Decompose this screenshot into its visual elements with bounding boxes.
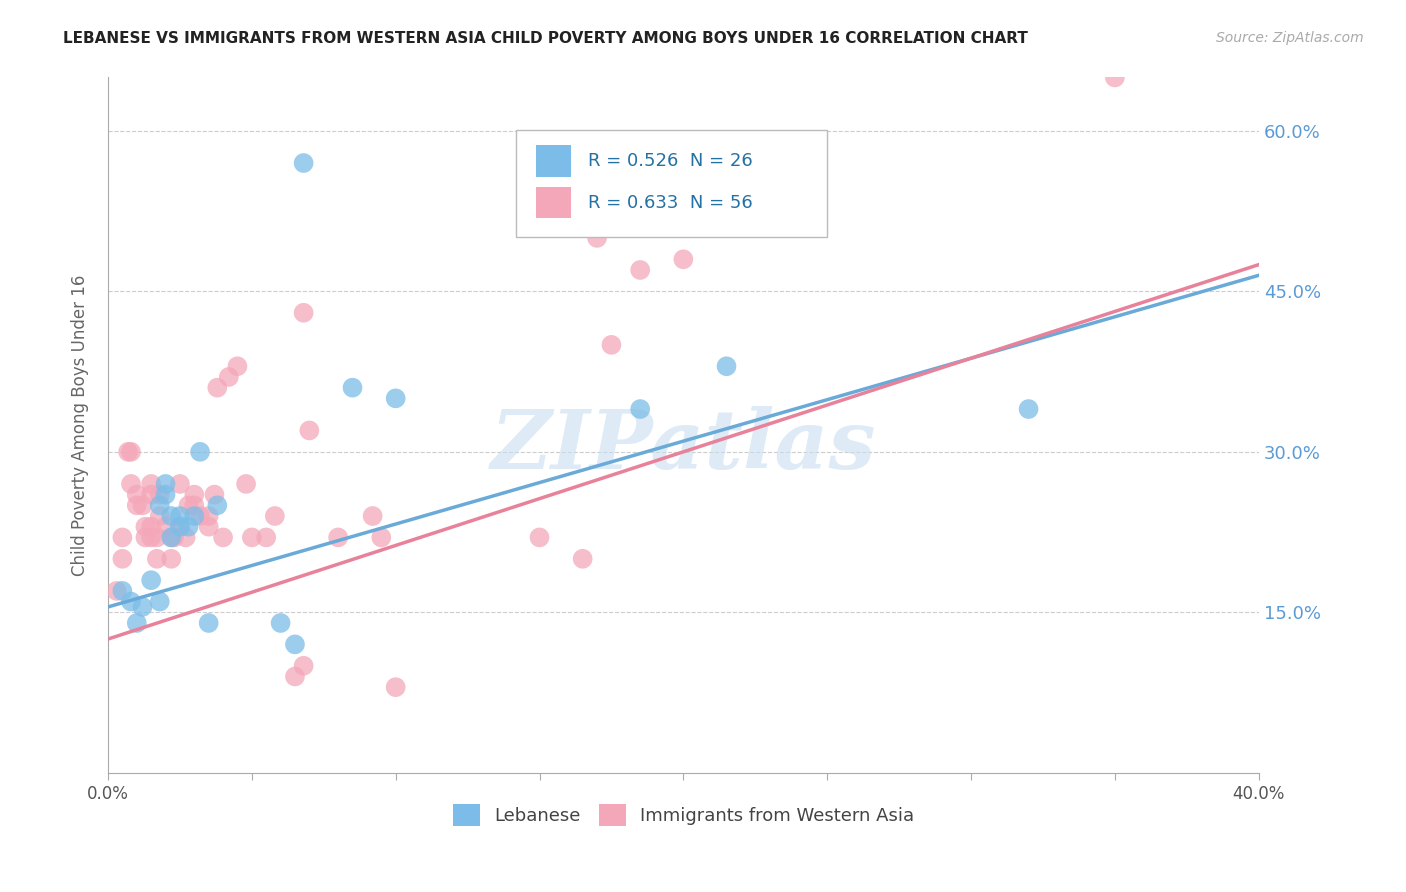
Point xyxy=(628,402,651,417)
Point xyxy=(139,519,162,533)
Point xyxy=(218,370,240,384)
Point xyxy=(169,477,191,491)
Point xyxy=(131,499,153,513)
Point xyxy=(188,445,211,459)
Point xyxy=(139,488,162,502)
Bar xyxy=(536,187,571,219)
Point xyxy=(270,615,292,630)
Point xyxy=(298,424,321,438)
Point xyxy=(204,488,226,502)
Point xyxy=(177,499,200,513)
Point xyxy=(197,519,219,533)
Point xyxy=(212,530,235,544)
Point xyxy=(326,530,349,544)
Point xyxy=(169,508,191,523)
Point xyxy=(117,445,139,459)
Point xyxy=(292,658,315,673)
Point xyxy=(125,615,148,630)
Point xyxy=(188,508,211,523)
Point xyxy=(235,477,257,491)
Legend: Lebanese, Immigrants from Western Asia: Lebanese, Immigrants from Western Asia xyxy=(446,797,921,833)
Point xyxy=(160,551,183,566)
Point xyxy=(586,231,609,245)
Point xyxy=(384,680,406,694)
Point xyxy=(1018,402,1040,417)
Point xyxy=(197,615,219,630)
Point xyxy=(384,392,406,406)
Point xyxy=(284,637,307,651)
Point xyxy=(139,530,162,544)
Point xyxy=(111,583,134,598)
Point xyxy=(155,519,177,533)
FancyBboxPatch shape xyxy=(516,129,827,237)
Point xyxy=(600,338,623,352)
Text: ZIPatlas: ZIPatlas xyxy=(491,406,876,486)
Point xyxy=(284,669,307,683)
Point xyxy=(146,530,169,544)
Text: Source: ZipAtlas.com: Source: ZipAtlas.com xyxy=(1216,31,1364,45)
Point xyxy=(207,499,229,513)
Point xyxy=(342,381,364,395)
Point xyxy=(716,359,738,374)
Point xyxy=(163,530,186,544)
Point xyxy=(160,530,183,544)
Point xyxy=(125,499,148,513)
Point xyxy=(111,551,134,566)
Point xyxy=(207,381,229,395)
Point xyxy=(183,508,205,523)
Point xyxy=(134,530,156,544)
Point xyxy=(254,530,277,544)
Point xyxy=(226,359,249,374)
Point xyxy=(146,551,169,566)
Point xyxy=(149,594,172,608)
Text: LEBANESE VS IMMIGRANTS FROM WESTERN ASIA CHILD POVERTY AMONG BOYS UNDER 16 CORRE: LEBANESE VS IMMIGRANTS FROM WESTERN ASIA… xyxy=(63,31,1028,46)
Point xyxy=(361,508,384,523)
Point xyxy=(529,530,551,544)
Point xyxy=(571,551,593,566)
Point xyxy=(120,594,142,608)
Bar xyxy=(536,145,571,177)
Point xyxy=(139,573,162,587)
Point xyxy=(149,499,172,513)
Point xyxy=(1104,70,1126,85)
Point xyxy=(120,445,142,459)
Point xyxy=(672,252,695,267)
Point xyxy=(160,530,183,544)
Text: R = 0.633  N = 56: R = 0.633 N = 56 xyxy=(588,194,752,211)
Point xyxy=(131,599,153,614)
Point xyxy=(177,519,200,533)
Point xyxy=(628,263,651,277)
Point xyxy=(263,508,285,523)
Point xyxy=(183,499,205,513)
Point xyxy=(183,488,205,502)
Y-axis label: Child Poverty Among Boys Under 16: Child Poverty Among Boys Under 16 xyxy=(72,275,89,575)
Point xyxy=(111,530,134,544)
Point xyxy=(120,477,142,491)
Point xyxy=(197,508,219,523)
Text: R = 0.526  N = 26: R = 0.526 N = 26 xyxy=(588,152,752,169)
Point xyxy=(155,488,177,502)
Point xyxy=(105,583,128,598)
Point xyxy=(160,508,183,523)
Point xyxy=(149,508,172,523)
Point xyxy=(139,477,162,491)
Point xyxy=(370,530,392,544)
Point xyxy=(169,519,191,533)
Point xyxy=(174,530,197,544)
Point xyxy=(149,488,172,502)
Point xyxy=(292,306,315,320)
Point xyxy=(292,156,315,170)
Point xyxy=(155,477,177,491)
Point xyxy=(240,530,263,544)
Point xyxy=(125,488,148,502)
Point xyxy=(134,519,156,533)
Point xyxy=(169,519,191,533)
